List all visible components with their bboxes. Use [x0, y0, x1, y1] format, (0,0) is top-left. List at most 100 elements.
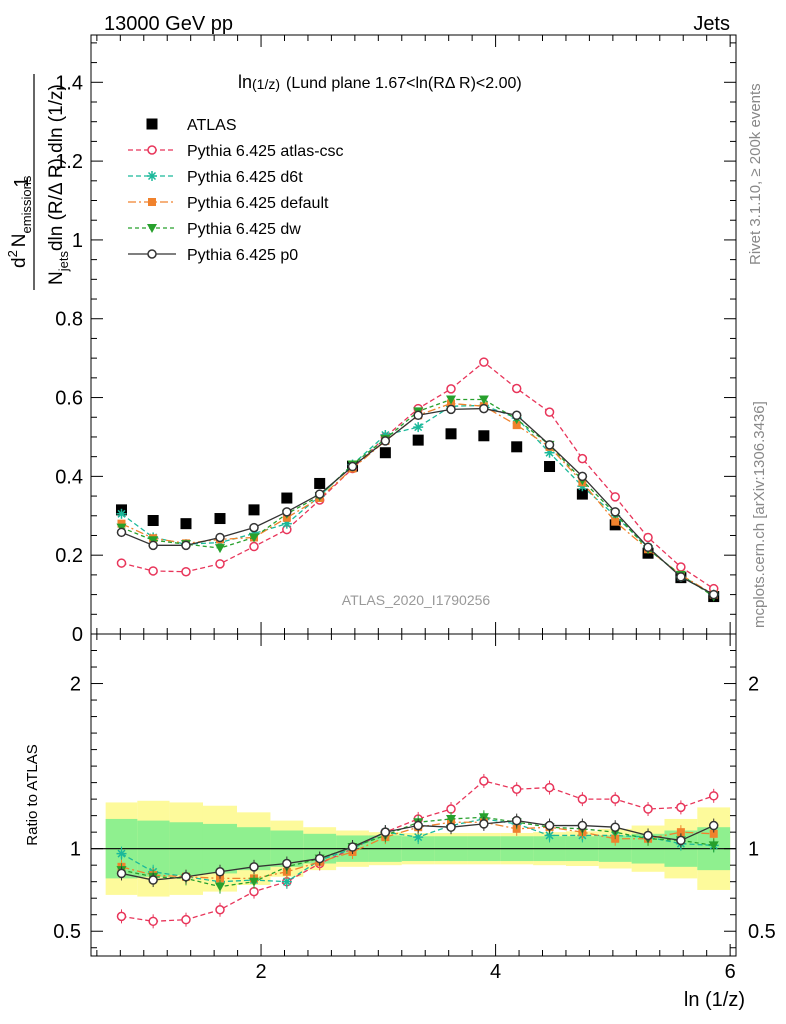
- data-point: [478, 430, 490, 442]
- ratio-point: [215, 905, 225, 915]
- data-point: [478, 395, 489, 405]
- x-tick-labels: 2 4 6: [255, 961, 735, 983]
- ratio-point: [116, 848, 127, 859]
- ratio-point: [148, 916, 158, 927]
- ratio-point: [479, 776, 489, 786]
- ratio-axes: 0.5 0.5 1 1 2 2: [53, 634, 776, 956]
- series-pythia-6-425-atlas-csc: [116, 357, 719, 594]
- ratio-panel: 0.5 0.5 1 1 2 2 Ratio to ATLAS: [24, 633, 776, 957]
- ratio-point: [249, 862, 259, 872]
- data-point: [116, 527, 127, 538]
- data-point: [412, 434, 424, 446]
- legend-entry-pythia-6-425-dw: Pythia 6.425 dw: [128, 221, 301, 238]
- ratio-point: [544, 830, 555, 841]
- legend-label: Pythia 6.425 atlas-csc: [187, 143, 344, 160]
- data-point: [611, 517, 620, 526]
- legend-label: Pythia 6.425 p0: [187, 247, 298, 264]
- ratio-frame: [90, 633, 737, 957]
- main-panel: 0 0.2 0.4 0.6 0.8 1 1.2 1.4 ln(1/z) (Lund plane …: [5, 34, 737, 646]
- data-point: [610, 492, 620, 502]
- data-point: [577, 453, 588, 464]
- ratio-point: [249, 886, 259, 897]
- data-point: [148, 566, 158, 576]
- series-atlas: [115, 428, 720, 603]
- data-point: [479, 403, 489, 414]
- data-point: [544, 407, 555, 417]
- data-point: [215, 532, 225, 543]
- data-point: [116, 558, 127, 568]
- analysis-watermark: ATLAS_2020_I1790256: [342, 592, 491, 608]
- ratio-point: [643, 830, 653, 841]
- ratio-y-tick-label-right: 1: [748, 839, 759, 861]
- data-point: [148, 540, 158, 551]
- data-point: [314, 489, 325, 499]
- ratio-series: [116, 773, 719, 929]
- ratio-point: [676, 835, 686, 846]
- ratio-point: [643, 804, 653, 814]
- header-left: 13000 GeV pp: [104, 13, 233, 35]
- data-point: [446, 404, 456, 415]
- ratio-point: [676, 828, 685, 837]
- main-axes: [91, 35, 736, 635]
- data-point: [413, 422, 424, 433]
- legend-entry-pythia-6-425-atlas-csc: Pythia 6.425 atlas-csc: [128, 143, 344, 160]
- y-tick-label: 1.2: [55, 151, 83, 173]
- header-right: Jets: [693, 13, 730, 35]
- ratio-point: [446, 804, 456, 814]
- ratio-point: [544, 782, 555, 793]
- x-tick-label: 2: [255, 961, 266, 983]
- data-point: [248, 504, 260, 516]
- ratio-point: [610, 822, 620, 832]
- data-point: [147, 515, 159, 527]
- main-y-tick-labels: 0 0.2 0.4 0.6 0.8 1 1.2 1.4: [55, 72, 83, 646]
- ratio-point: [148, 875, 158, 885]
- data-point: [643, 542, 653, 553]
- ratio-y-tick-label: 0.5: [53, 921, 81, 943]
- ratio-point: [181, 914, 191, 925]
- legend-entry-pythia-6-425-default: Pythia 6.425 default: [128, 195, 329, 212]
- ratio-point: [249, 877, 260, 887]
- ratio-point: [282, 858, 292, 869]
- data-point: [249, 533, 260, 543]
- ratio-uncertainty-bands: [91, 800, 736, 897]
- y-tick-label: 0.4: [55, 466, 83, 488]
- data-point: [544, 440, 555, 450]
- y-tick-label: 0.2: [55, 545, 83, 567]
- data-point: [116, 508, 127, 519]
- data-point: [511, 410, 522, 421]
- ratio-point: [413, 832, 424, 843]
- series-pythia-6-425-p0: [116, 403, 719, 600]
- ratio-point: [181, 871, 191, 882]
- data-point: [676, 572, 686, 582]
- ratio-point: [314, 853, 325, 864]
- data-point: [445, 428, 457, 440]
- legend-entry-pythia-6-425-p0: Pythia 6.425 p0: [128, 247, 298, 264]
- ratio-series-pythia-6-425-p0: [116, 813, 719, 888]
- ratio-y-tick-label: 2: [70, 674, 81, 696]
- ratio-point: [544, 820, 555, 831]
- data-point: [181, 540, 191, 551]
- y-tick-label: 0.6: [55, 388, 83, 410]
- data-point: [446, 395, 457, 405]
- data-point: [479, 357, 489, 367]
- ratio-point: [446, 814, 457, 824]
- data-point: [511, 441, 523, 453]
- data-point: [282, 507, 292, 517]
- data-point: [576, 488, 588, 500]
- data-point: [314, 477, 326, 489]
- ratio-point: [511, 784, 522, 794]
- data-point: [181, 566, 191, 577]
- data-point: [180, 518, 192, 530]
- main-series: [115, 357, 720, 603]
- x-tick-label: 4: [490, 961, 501, 983]
- ratio-point: [215, 867, 225, 877]
- ratio-point: [413, 820, 423, 831]
- data-point: [413, 410, 423, 421]
- data-point: [544, 461, 556, 473]
- mcplots-label: mcplots.cern.ch [arXiv:1306.3436]: [751, 401, 768, 628]
- y-tick-label: 0: [72, 624, 83, 646]
- y-tick-label: 1.4: [55, 72, 83, 94]
- data-point: [610, 507, 620, 517]
- ratio-y-tick-label-right: 2: [748, 674, 759, 696]
- ratio-point: [116, 911, 127, 922]
